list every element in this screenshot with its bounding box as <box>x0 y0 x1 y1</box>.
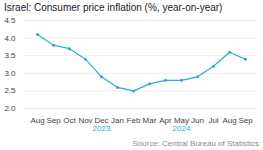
svg-text:4.5: 4.5 <box>4 16 16 25</box>
svg-text:Dec: Dec <box>94 116 109 126</box>
svg-text:Sep: Sep <box>238 116 253 125</box>
svg-text:2.5: 2.5 <box>4 86 16 95</box>
svg-text:Sep: Sep <box>46 116 61 125</box>
svg-text:Nov: Nov <box>78 116 92 125</box>
svg-text:2023: 2023 <box>93 124 111 133</box>
svg-text:2.0: 2.0 <box>4 104 16 113</box>
svg-text:3.0: 3.0 <box>4 69 16 78</box>
svg-text:3.5: 3.5 <box>4 51 16 60</box>
svg-text:Oct: Oct <box>63 116 76 125</box>
html-text:Source: Central Bureau of Stat: Source: Central Bureau of Statistics <box>132 139 259 148</box>
svg-text:Jun: Jun <box>191 116 204 125</box>
svg-text:Jul: Jul <box>208 116 218 125</box>
svg-text:2024: 2024 <box>173 124 191 133</box>
html-text:Israel: Consumer price inflati: Israel: Consumer price inflation (%, yea… <box>4 2 223 13</box>
svg-text:May: May <box>173 116 190 126</box>
svg-text:Mar: Mar <box>143 116 157 125</box>
svg-text:Apr: Apr <box>159 116 172 125</box>
svg-text:4.0: 4.0 <box>4 34 16 43</box>
svg-text:Feb: Feb <box>127 116 141 125</box>
svg-text:Jan: Jan <box>111 116 124 125</box>
svg-text:Aug: Aug <box>222 116 236 125</box>
svg-text:Aug: Aug <box>30 116 44 125</box>
